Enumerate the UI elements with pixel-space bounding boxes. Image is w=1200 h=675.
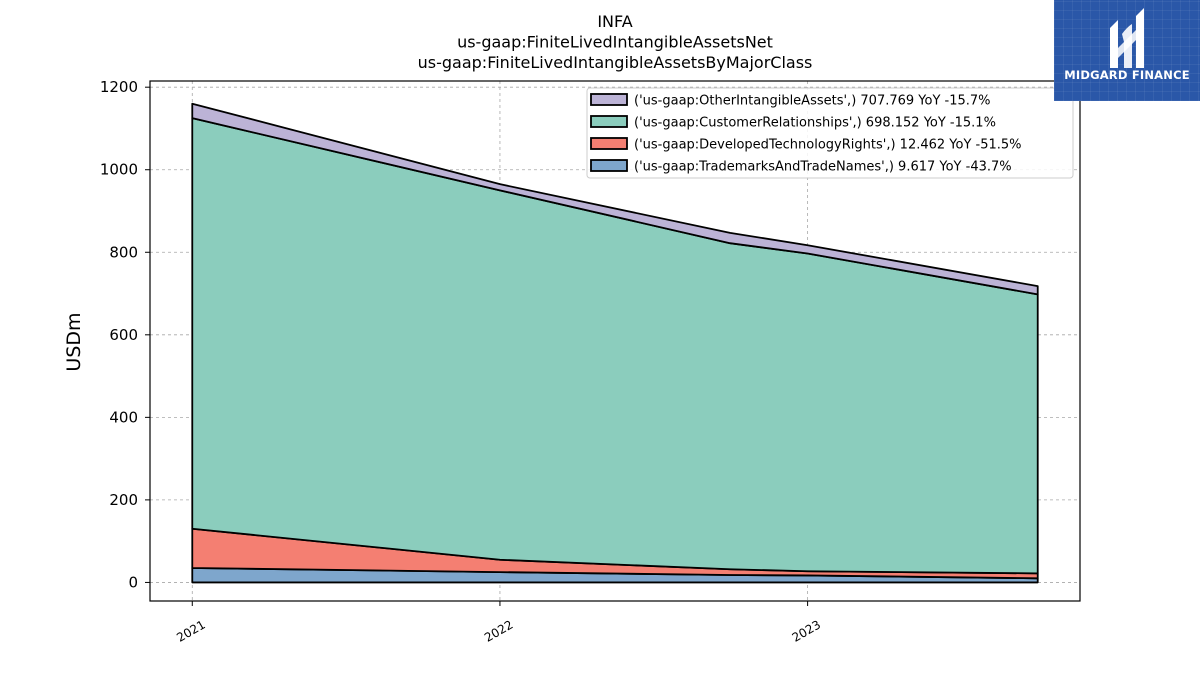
chart-title: INFA us-gaap:FiniteLivedIntangibleAssetsN… <box>418 12 813 72</box>
legend-swatch <box>590 93 628 106</box>
y-tick-label: 200 <box>109 491 138 509</box>
y-tick-label: 0 <box>128 573 138 591</box>
legend-swatch <box>590 115 628 128</box>
y-tick-label: 400 <box>109 408 138 426</box>
midgard-finance-logo: MIDGARD FINANCE <box>1054 0 1200 101</box>
logo-text: MIDGARD FINANCE <box>1064 68 1190 82</box>
legend-label: ('us-gaap:TrademarksAndTradeNames',) 9.6… <box>634 160 1012 175</box>
chart-title-line-2: us-gaap:FiniteLivedIntangibleAssetsByMaj… <box>418 53 813 72</box>
legend: ('us-gaap:OtherIntangibleAssets',) 707.7… <box>586 87 1074 179</box>
y-tick-label: 1000 <box>100 161 138 179</box>
plot-frame <box>149 80 1081 602</box>
legend-swatch <box>590 137 628 150</box>
area-series-3 <box>191 102 1039 296</box>
chart-title-line-0: INFA <box>597 12 632 31</box>
y-axis-label: USDm <box>63 312 85 371</box>
legend-label: ('us-gaap:OtherIntangibleAssets',) 707.7… <box>634 94 991 109</box>
x-tick-label: 2021 <box>174 617 207 644</box>
y-tick-label: 600 <box>109 326 138 344</box>
logo-mark-icon <box>1110 8 1144 68</box>
y-tick-label: 1200 <box>100 78 138 96</box>
x-tick-label: 2022 <box>482 617 515 644</box>
legend-swatch <box>590 159 628 172</box>
area-series <box>191 102 1039 584</box>
area-series-2 <box>191 117 1039 575</box>
legend-label: ('us-gaap:CustomerRelationships',) 698.1… <box>634 116 996 131</box>
legend-label: ('us-gaap:DevelopedTechnologyRights',) 1… <box>634 138 1022 153</box>
chart-title-line-1: us-gaap:FiniteLivedIntangibleAssetsNet <box>457 33 773 52</box>
x-tick-label: 2023 <box>790 617 823 644</box>
legend-box <box>586 87 1074 179</box>
y-tick-label: 800 <box>109 243 138 261</box>
